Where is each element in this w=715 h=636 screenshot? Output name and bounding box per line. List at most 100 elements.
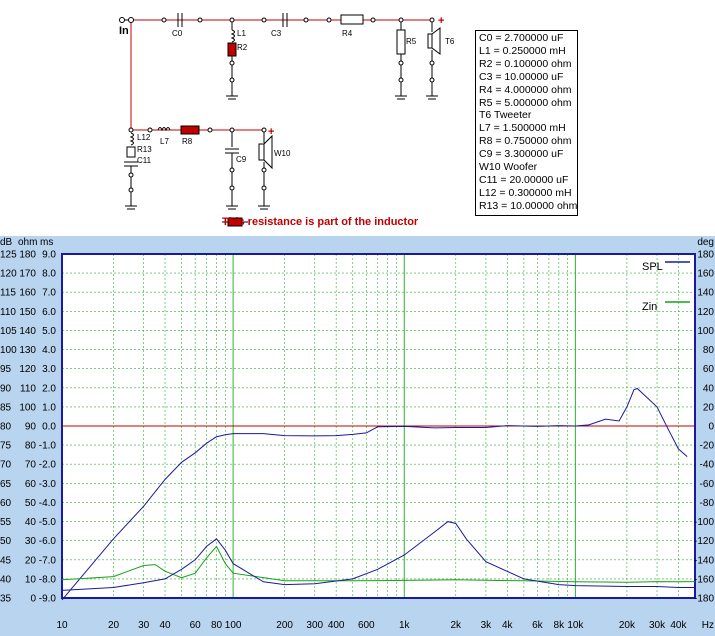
resistor-r4: [340, 14, 364, 25]
x-tick-label: 30: [138, 620, 150, 631]
component-value: R5 = 5.000000 ohm: [479, 96, 572, 109]
x-tick-label: 200: [276, 620, 293, 631]
x-tick-label: 1k: [399, 620, 411, 631]
x-tick-label: 60: [190, 620, 202, 631]
y-tick-deg: -140: [694, 555, 714, 566]
series-line-spl: [61, 387, 688, 601]
legend-label: Zin: [642, 301, 657, 313]
axis-label-db: dB: [0, 237, 13, 248]
y-tick-db: 35: [0, 594, 12, 605]
resistor-r8: [180, 125, 200, 135]
component-value: R13 = 10.00000 ohm: [479, 199, 578, 212]
x-tick-label: 600: [358, 620, 375, 631]
inductor-l12: [129, 132, 134, 146]
y-tick-deg: -180: [694, 594, 714, 605]
y-tick-deg: 60: [703, 364, 715, 375]
y-tick-ohm: 20: [25, 555, 37, 566]
y-tick-db: 100: [0, 345, 17, 356]
x-tick-label: 100: [225, 620, 242, 631]
input-label: In: [119, 25, 129, 37]
y-tick-ohm: 130: [19, 345, 36, 356]
x-tick-label: 40k: [670, 620, 687, 631]
y-tick-ohm: 120: [19, 364, 36, 375]
y-tick-deg: -20: [700, 441, 715, 452]
y-tick-ms: 8.0: [42, 269, 56, 280]
x-tick-label: 8k: [554, 620, 566, 631]
label-r4: R4: [342, 29, 353, 38]
y-tick-ohm: 100: [19, 402, 36, 413]
component-value: C0 = 2.700000 uF: [479, 32, 564, 44]
label-t6: T6: [445, 37, 455, 46]
y-tick-ms: 3.0: [42, 364, 56, 375]
component-value: C9 = 3.300000 uF: [479, 148, 564, 161]
y-tick-db: 70: [0, 460, 12, 471]
y-tick-deg: -80: [700, 498, 715, 509]
label-r2: R2: [237, 43, 248, 52]
component-value: R4 = 4.000000 ohm: [479, 83, 572, 96]
y-tick-ms: -2.0: [39, 460, 57, 471]
x-tick-label: 10: [56, 620, 68, 631]
x-tick-label: 6k: [532, 620, 544, 631]
crossover-schematic: In C0 L1 R2 C3 R4 R5 T6 + L12 R13 C11 L7…: [119, 13, 455, 227]
y-tick-ohm: 170: [19, 269, 36, 280]
y-tick-deg: 40: [703, 383, 715, 394]
resistor-r5: [396, 29, 406, 55]
label-c11: C11: [137, 156, 152, 165]
x-tick-label: 10k: [567, 620, 584, 631]
y-tick-ohm: 10: [25, 574, 37, 585]
y-tick-db: 45: [0, 555, 12, 566]
y-tick-ms: 1.0: [42, 402, 56, 413]
component-value: T6 Tweeter: [479, 109, 532, 122]
inductor-resistance-note: This resistance is part of the inductor: [222, 216, 419, 228]
component-value: L1 = 0.250000 mH: [479, 44, 566, 57]
tweeter-icon: [427, 33, 433, 49]
y-tick-deg: 140: [697, 288, 714, 299]
y-tick-deg: -60: [700, 479, 715, 490]
y-tick-ohm: 0: [30, 594, 36, 605]
polarity-mark: +: [438, 15, 444, 27]
x-tick-label: 4k: [502, 620, 514, 631]
y-tick-db: 105: [0, 326, 17, 337]
y-tick-ohm: 30: [25, 536, 37, 547]
y-tick-deg: -120: [694, 536, 714, 547]
y-tick-ms: 6.0: [42, 307, 56, 318]
component-value: R2 = 0.100000 ohm: [479, 57, 572, 70]
label-l1: L1: [237, 29, 246, 38]
input-terminal: [119, 17, 125, 23]
x-tick-label: 20: [108, 620, 120, 631]
y-tick-ms: -9.0: [39, 594, 57, 605]
y-tick-ms: -1.0: [39, 441, 57, 452]
label-c3: C3: [271, 29, 282, 38]
x-tick-label: 2k: [450, 620, 462, 631]
x-tick-label: 300: [306, 620, 323, 631]
inductor-l7: [157, 127, 171, 132]
label-w10: W10: [274, 149, 291, 158]
y-tick-ohm: 70: [25, 460, 37, 471]
component-value: L7 = 1.500000 mH: [479, 122, 566, 135]
y-tick-ohm: 50: [25, 498, 37, 509]
y-tick-ohm: 180: [19, 250, 36, 261]
tweeter-cone-icon: [431, 27, 441, 55]
y-tick-ohm: 150: [19, 307, 36, 318]
y-tick-db: 115: [0, 288, 16, 299]
x-tick-label: 40: [159, 620, 171, 631]
label-r8: R8: [182, 137, 193, 146]
y-tick-ms: 2.0: [42, 383, 56, 394]
y-tick-ms: 4.0: [42, 345, 56, 356]
y-tick-deg: 160: [697, 269, 714, 280]
x-tick-label: 3k: [481, 620, 493, 631]
axis-label-ohm: ohm: [18, 237, 37, 248]
component-value: R8 = 0.750000 ohm: [479, 135, 572, 148]
y-tick-db: 110: [0, 307, 16, 318]
woofer-cone-icon: [263, 134, 273, 170]
y-tick-deg: 80: [703, 345, 715, 356]
series-line-phase: [61, 521, 695, 591]
y-tick-db: 80: [0, 422, 12, 433]
y-tick-deg: -100: [694, 517, 714, 528]
y-tick-db: 95: [0, 364, 12, 375]
y-tick-ohm: 80: [25, 441, 37, 452]
y-tick-ms: -7.0: [39, 555, 57, 566]
label-l12: L12: [137, 133, 151, 142]
y-tick-deg: 180: [697, 250, 714, 261]
